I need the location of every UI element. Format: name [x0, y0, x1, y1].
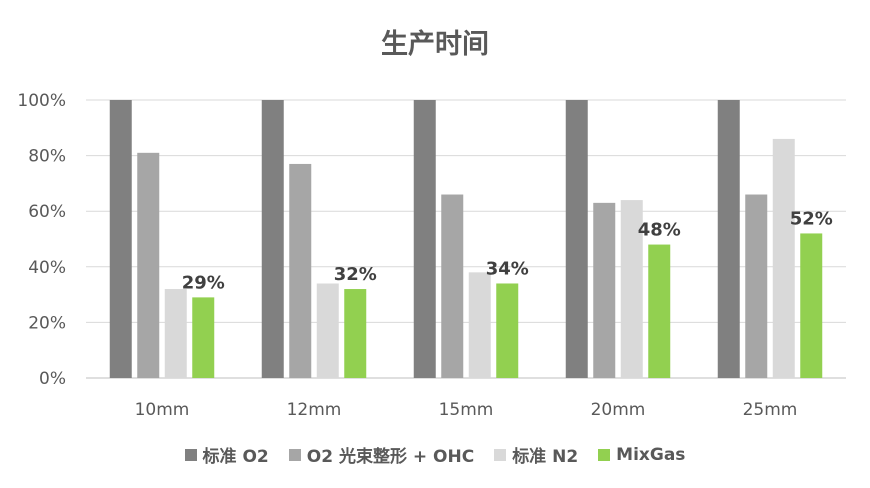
legend-swatch: [184, 448, 197, 461]
bar: [192, 297, 215, 378]
legend-item: 标准 N2: [494, 442, 578, 467]
bar: [344, 289, 367, 378]
bar: [800, 233, 823, 378]
legend-swatch: [288, 448, 301, 461]
data-label: 48%: [638, 220, 681, 241]
x-tick-label: 25mm: [743, 400, 798, 420]
legend-item: 标准 O2: [184, 442, 269, 467]
data-label: 32%: [334, 264, 377, 285]
bar: [164, 289, 187, 378]
x-tick-label: 20mm: [591, 400, 646, 420]
chart-title: 生产时间: [381, 29, 489, 60]
legend-label: O2 光束整形 + OHC: [306, 447, 475, 467]
chart-legend: 标准 O2 O2 光束整形 + OHC 标准 N2 MixGas: [0, 442, 870, 467]
bar: [717, 100, 740, 378]
x-tick-label: 15mm: [439, 400, 494, 420]
bar: [261, 100, 284, 378]
bar: [137, 152, 160, 378]
legend-item: MixGas: [598, 445, 685, 465]
bar: [648, 244, 671, 378]
x-tick-label: 10mm: [135, 400, 190, 420]
legend-label: MixGas: [616, 444, 686, 465]
legend-item: O2 光束整形 + OHC: [288, 442, 475, 467]
bar: [745, 194, 768, 378]
bar: [496, 283, 519, 378]
y-tick-label: 20%: [28, 313, 66, 333]
data-label: 34%: [486, 258, 529, 279]
y-tick-label: 40%: [28, 258, 66, 278]
legend-swatch: [598, 448, 611, 461]
y-tick-label: 80%: [28, 147, 66, 167]
y-tick-label: 60%: [28, 202, 66, 222]
x-tick-label: 12mm: [287, 400, 342, 420]
legend-label: 标准 O2: [202, 447, 269, 467]
bar: [289, 163, 312, 378]
bar: [413, 100, 436, 378]
bar: [593, 202, 616, 378]
bar: [620, 200, 643, 378]
bar: [468, 272, 491, 378]
y-tick-label: 0%: [39, 369, 66, 389]
bar: [109, 100, 132, 378]
data-label: 29%: [182, 272, 225, 293]
bar: [565, 100, 588, 378]
legend-label: 标准 N2: [512, 447, 579, 467]
legend-swatch: [494, 448, 507, 461]
bar: [316, 283, 339, 378]
bar: [772, 138, 795, 378]
bar: [441, 194, 464, 378]
data-label: 52%: [790, 208, 833, 229]
y-tick-label: 100%: [17, 91, 66, 111]
